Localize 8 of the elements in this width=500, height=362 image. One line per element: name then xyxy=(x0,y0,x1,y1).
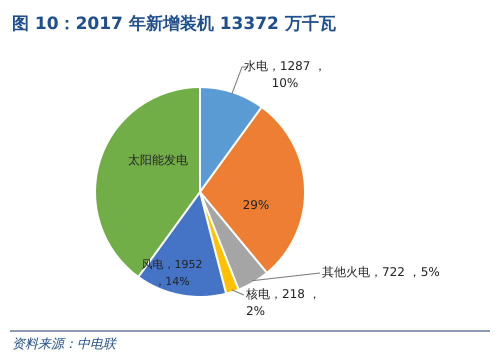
slice-label: 水电，1287 ，10% xyxy=(242,58,328,92)
slice-label: 风电，1952 ，14% xyxy=(140,257,204,290)
slice-label: 太阳能发电 xyxy=(128,152,189,169)
data-label: 29% xyxy=(242,197,270,214)
text: 资料来源：中电联 xyxy=(12,336,116,353)
slice-label: 核电，218 ，2% xyxy=(246,286,322,320)
slice-label: 其他火电，722 ，5% xyxy=(322,264,441,281)
chart-title: 图 10：2017 年新增装机 13372 万千瓦 xyxy=(12,13,336,35)
